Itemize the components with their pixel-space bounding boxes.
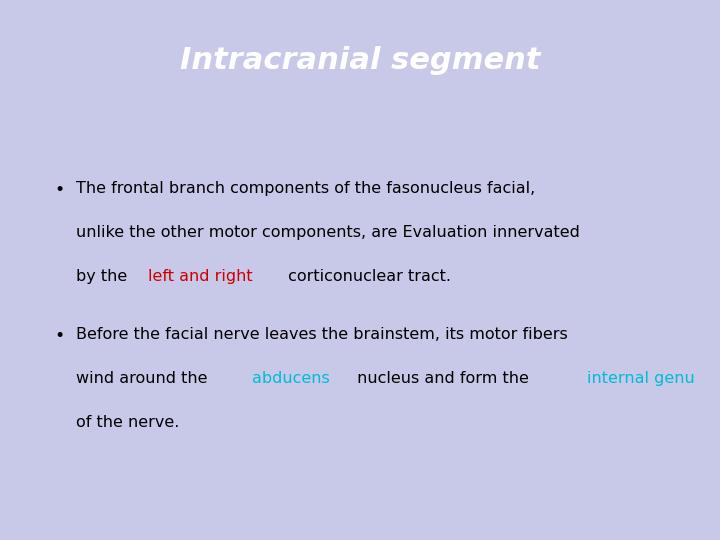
Text: of the nerve.: of the nerve.: [76, 415, 179, 430]
Text: Intracranial segment: Intracranial segment: [180, 46, 540, 75]
Text: internal genu: internal genu: [587, 371, 695, 386]
Text: The frontal branch components of the fasonucleus facial,: The frontal branch components of the fas…: [76, 181, 535, 196]
Text: left and right: left and right: [148, 269, 253, 285]
Text: by the: by the: [76, 269, 132, 285]
Text: Before the facial nerve leaves the brainstem, its motor fibers: Before the facial nerve leaves the brain…: [76, 327, 567, 342]
Text: corticonuclear tract.: corticonuclear tract.: [284, 269, 451, 285]
Text: nucleus and form the: nucleus and form the: [352, 371, 534, 386]
Text: abducens: abducens: [252, 371, 330, 386]
Text: wind around the: wind around the: [76, 371, 212, 386]
Text: •: •: [54, 327, 64, 345]
Text: unlike the other motor components, are Evaluation innervated: unlike the other motor components, are E…: [76, 225, 580, 240]
Text: •: •: [54, 181, 64, 199]
